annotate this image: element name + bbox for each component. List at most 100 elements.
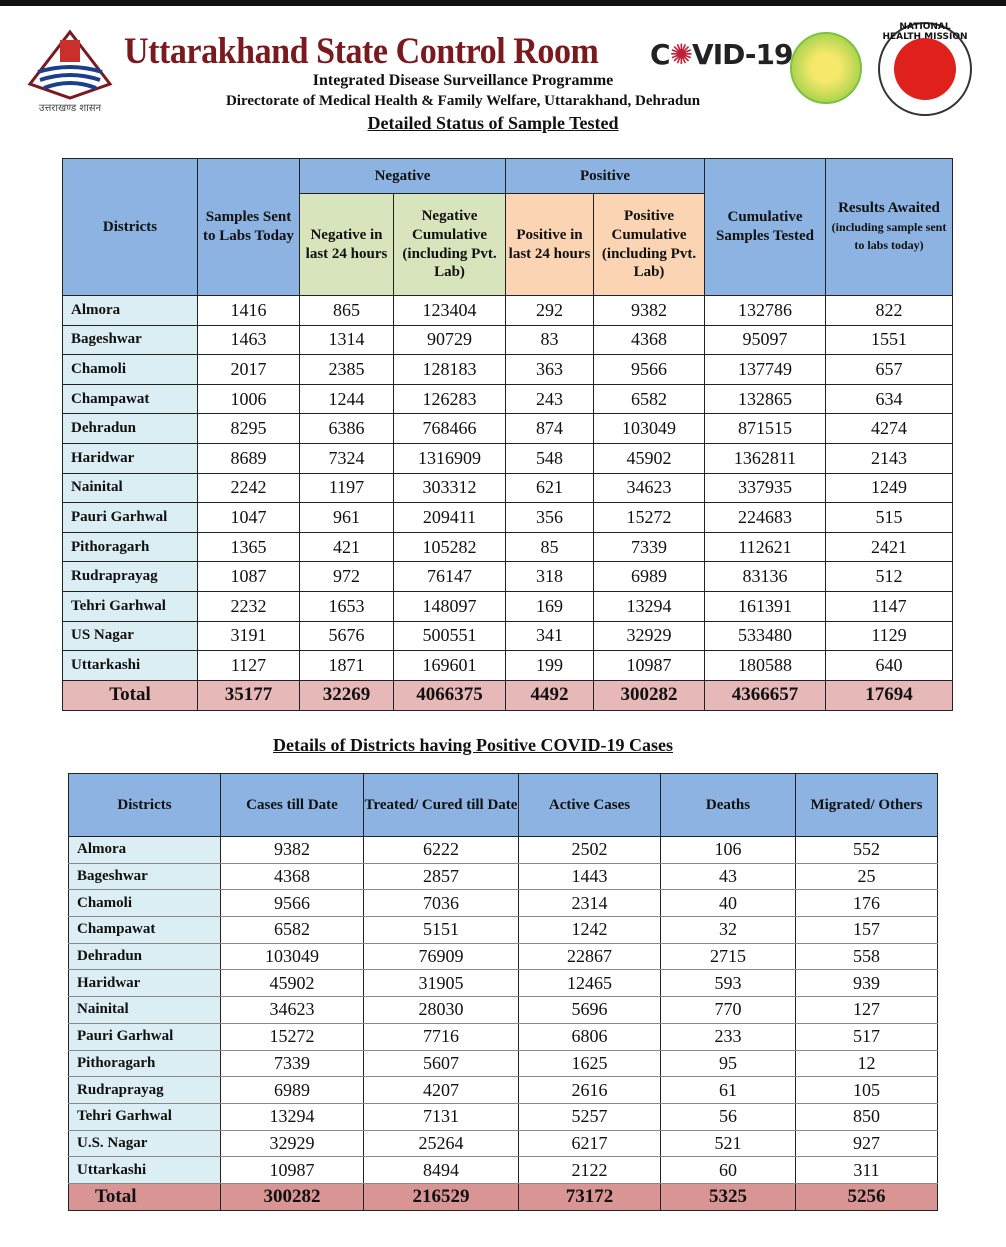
cell-value: 76909 [363,942,519,971]
cell-value: 2421 [825,531,953,563]
cell-value: 6386 [299,413,394,444]
cell-value: 2715 [660,942,796,971]
district-name: Uttarkashi [62,650,198,681]
covid-logo-text: VID-19 [692,38,793,71]
total-value: 300282 [220,1182,364,1211]
cell-value: 127 [795,996,938,1024]
total-row: Total 300282 216529 73172 5325 5256 [68,1182,938,1211]
cell-value: 871515 [704,413,826,444]
cell-value: 640 [825,650,953,681]
table-row: Champawat 1006 1244 126283 243 6582 132865 634 [62,383,953,415]
cell-value: 1625 [518,1049,661,1078]
total-value: 17694 [825,679,953,711]
total-row: Total 35177 32269 4066375 4492 300282 4366657 1… [62,679,953,711]
cell-value: 7716 [363,1022,519,1051]
cell-value: 1249 [825,472,953,504]
cell-value: 137749 [704,354,826,385]
cell-value: 7339 [593,531,705,563]
header-positive-group: Positive [505,158,705,194]
cell-value: 517 [795,1022,938,1051]
column-header: Deaths [660,773,796,837]
cell-value: 2314 [518,889,661,918]
cell-value: 34623 [220,996,364,1024]
table-row: Bageshwar 1463 1314 90729 83 4368 95097 1551 [62,324,953,356]
cell-value: 657 [825,354,953,385]
cell-value: 28030 [363,996,519,1024]
cell-value: 32 [660,916,796,944]
total-value: 216529 [363,1182,519,1211]
table-row: Tehri Garhwal 13294 7131 5257 56 850 [68,1102,938,1131]
cell-value: 40 [660,889,796,918]
header-negative-group: Negative [299,158,506,194]
total-value: 32269 [299,679,394,711]
cell-value: 2143 [825,442,953,474]
district-name: Tehri Garhwal [62,590,198,622]
cell-value: 1365 [197,531,300,563]
cell-value: 148097 [393,590,506,622]
district-name: Rudraprayag [62,561,198,592]
district-name: Pauri Garhwal [62,502,198,533]
cell-value: 4207 [363,1076,519,1104]
cell-value: 123404 [393,295,506,326]
cell-value: 5151 [363,916,519,944]
cell-value: 363 [505,354,594,385]
positive-cases-table: Districts Cases till Date Treated/ Cured t… [68,773,938,1211]
sample-status-table: Districts Samples Sent to Labs Today Neg… [62,158,953,711]
cell-value: 7131 [363,1102,519,1131]
table-row: Pauri Garhwal 15272 7716 6806 233 517 [68,1022,938,1051]
cell-value: 45902 [593,442,705,474]
district-name: Dehradun [68,942,221,971]
cell-value: 8689 [197,442,300,474]
column-header: Districts [68,773,221,837]
cell-value: 6582 [220,916,364,944]
virus-icon: ✺ [669,38,693,71]
header-positive-24h: Positive in last 24 hours [505,193,594,296]
cell-value: 7036 [363,889,519,918]
district-name: Dehradun [62,413,198,444]
cell-value: 822 [825,295,953,326]
cell-value: 2385 [299,354,394,385]
cell-value: 1047 [197,502,300,533]
table-row: Haridwar 8689 7324 1316909 548 45902 1362811 21… [62,442,953,474]
cell-value: 4274 [825,413,953,444]
cell-value: 31905 [363,969,519,998]
cell-value: 2502 [518,836,661,864]
column-header: Cases till Date [220,773,364,837]
table-row: Pithoragarh 7339 5607 1625 95 12 [68,1049,938,1078]
uttarakhand-govt-logo: उत्तराखण्ड शासन [22,28,118,114]
logo-caption: उत्तराखण्ड शासन [38,103,102,114]
cell-value: 2122 [518,1156,661,1184]
cell-value: 5676 [299,620,394,652]
column-header: Treated/ Cured till Date [363,773,519,837]
cell-value: 90729 [393,324,506,356]
cell-value: 105 [795,1076,938,1104]
cell-value: 311 [795,1156,938,1184]
cell-value: 770 [660,996,796,1024]
total-label: Total [68,1182,221,1211]
table-row: Rudraprayag 1087 972 76147 318 6989 83136 512 [62,561,953,592]
section2-title: Details of Districts having Positive COV… [273,735,673,755]
table-row: Dehradun 103049 76909 22867 2715 558 [68,942,938,971]
header-districts: Districts [62,158,198,296]
cell-value: 533480 [704,620,826,652]
section-title: Detailed Status of Sample Tested [367,113,619,133]
family-icon [894,38,956,100]
cell-value: 512 [825,561,953,592]
cell-value: 768466 [393,413,506,444]
total-value: 4492 [505,679,594,711]
cell-value: 421 [299,531,394,563]
cell-value: 972 [299,561,394,592]
cell-value: 1314 [299,324,394,356]
district-name: Rudraprayag [68,1076,221,1104]
cell-value: 224683 [704,502,826,533]
idsp-logo [790,32,862,104]
cell-value: 6222 [363,836,519,864]
cell-value: 1653 [299,590,394,622]
cell-value: 12465 [518,969,661,998]
cell-value: 1197 [299,472,394,504]
table-row: Pithoragarh 1365 421 105282 85 7339 112621 2421 [62,531,953,563]
table-row: Pauri Garhwal 1047 961 209411 356 15272 224683… [62,502,953,533]
cell-value: 85 [505,531,594,563]
cell-value: 209411 [393,502,506,533]
cell-value: 1416 [197,295,300,326]
